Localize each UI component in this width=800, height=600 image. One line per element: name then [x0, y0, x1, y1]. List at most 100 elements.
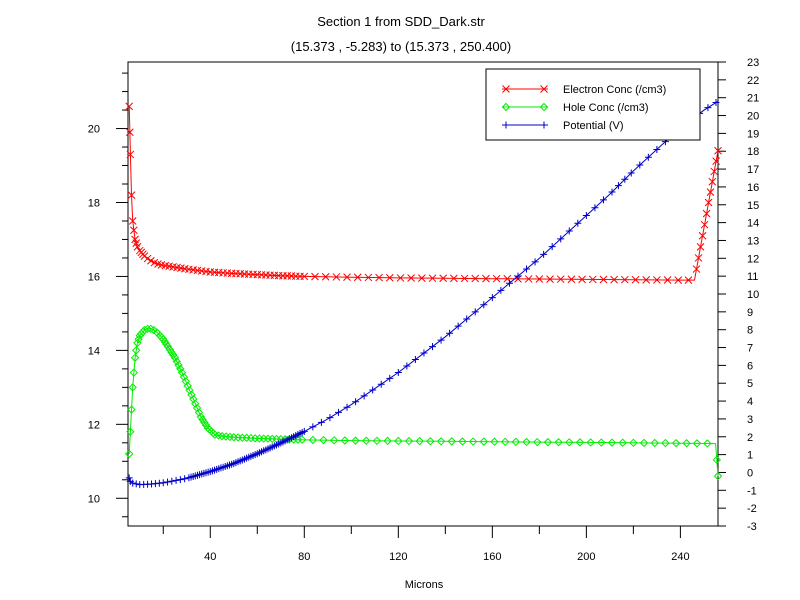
electron-marker — [702, 209, 711, 218]
x-axis-tick-label: 160 — [483, 551, 501, 563]
potential-marker — [172, 476, 180, 484]
electron-marker — [540, 85, 548, 93]
potential-marker — [403, 362, 411, 370]
electron-marker — [588, 275, 597, 284]
left-axis-tick-label: 16 — [88, 271, 100, 283]
potential-marker — [599, 196, 607, 204]
hole-marker — [597, 438, 606, 447]
hole-marker — [692, 439, 702, 448]
electron-marker — [492, 274, 501, 283]
potential-marker — [437, 336, 445, 344]
hole-marker — [682, 439, 691, 448]
potential-marker — [704, 104, 712, 112]
series-0 — [125, 102, 722, 284]
series-line-0 — [128, 106, 719, 281]
electron-marker — [700, 220, 709, 229]
electron-marker — [674, 276, 683, 284]
electron-marker — [692, 265, 701, 273]
potential-marker — [132, 480, 140, 488]
hole-marker — [501, 102, 511, 112]
left-axis-tick-label: 10 — [88, 493, 100, 505]
potential-marker — [168, 477, 176, 485]
electron-marker — [385, 273, 394, 282]
hole-marker — [198, 415, 207, 424]
electron-marker — [125, 102, 134, 111]
hole-marker — [201, 421, 211, 430]
electron-marker — [143, 254, 152, 263]
hole-marker — [196, 412, 206, 422]
hole-marker — [629, 438, 638, 448]
electron-marker — [147, 256, 155, 265]
legend-label: Hole Conc (/cm3) — [563, 102, 649, 114]
potential-marker — [540, 121, 548, 129]
electron-marker — [696, 243, 705, 251]
hole-marker — [383, 436, 392, 446]
electron-marker — [684, 276, 693, 284]
electron-marker — [620, 275, 629, 284]
hole-marker — [554, 438, 563, 447]
hole-marker — [479, 437, 489, 446]
electron-marker — [460, 274, 469, 283]
hole-marker — [127, 405, 136, 414]
potential-marker — [317, 418, 325, 426]
hole-marker — [138, 327, 148, 337]
hole-marker — [650, 438, 659, 448]
potential-marker — [352, 398, 360, 406]
right-axis-tick-label: 1 — [747, 450, 753, 462]
electron-marker — [708, 177, 717, 186]
electron-marker — [417, 274, 426, 282]
potential-marker — [394, 369, 402, 377]
hole-marker — [436, 437, 446, 446]
potential-marker — [480, 301, 488, 309]
potential-marker — [309, 423, 317, 431]
left-axis-tick-label: 14 — [88, 345, 100, 357]
right-axis-tick-label: 14 — [747, 218, 759, 230]
electron-marker — [127, 191, 136, 199]
potential-marker — [446, 329, 454, 337]
hole-marker — [176, 364, 185, 374]
potential-marker — [326, 414, 334, 422]
right-axis-tick-label: 21 — [747, 93, 759, 105]
right-axis-tick-label: 10 — [747, 289, 759, 301]
electron-marker — [353, 273, 362, 282]
potential-marker — [653, 145, 661, 153]
potential-marker — [369, 386, 377, 394]
hole-marker — [426, 437, 435, 446]
electron-marker — [714, 146, 722, 155]
hole-marker — [522, 437, 531, 447]
electron-marker — [128, 217, 137, 225]
right-axis-tick-label: 15 — [747, 200, 759, 212]
right-axis-tick-label: -2 — [747, 503, 757, 515]
hole-marker — [712, 455, 722, 465]
right-axis-tick-label: 8 — [747, 325, 753, 337]
electron-marker — [130, 226, 138, 235]
hole-marker — [404, 436, 414, 446]
hole-marker — [319, 435, 328, 445]
hole-marker — [297, 435, 307, 444]
potential-marker — [125, 474, 133, 482]
hole-marker — [129, 368, 139, 377]
electron-marker — [546, 275, 554, 283]
right-axis-tick-label: 16 — [747, 182, 759, 194]
hole-marker — [143, 324, 152, 334]
chart-subtitle: (15.373 , -5.283) to (15.373 , 250.400) — [291, 39, 511, 54]
potential-marker — [621, 175, 629, 183]
potential-marker — [159, 479, 167, 487]
electron-marker — [694, 254, 703, 262]
electron-marker — [375, 273, 383, 282]
potential-marker — [582, 211, 590, 219]
potential-marker — [488, 294, 496, 302]
potential-marker — [644, 153, 652, 161]
hole-marker — [394, 436, 403, 446]
x-axis-tick-label: 240 — [671, 551, 689, 563]
electron-marker — [710, 167, 719, 176]
potential-marker — [429, 343, 437, 351]
electron-marker — [332, 273, 341, 281]
electron-marker — [343, 273, 351, 281]
right-axis-tick-label: 12 — [747, 253, 759, 265]
hole-marker — [160, 337, 170, 346]
hole-marker — [167, 348, 176, 357]
electron-marker — [450, 274, 458, 283]
electron-marker — [706, 188, 715, 196]
hole-marker — [200, 418, 209, 427]
